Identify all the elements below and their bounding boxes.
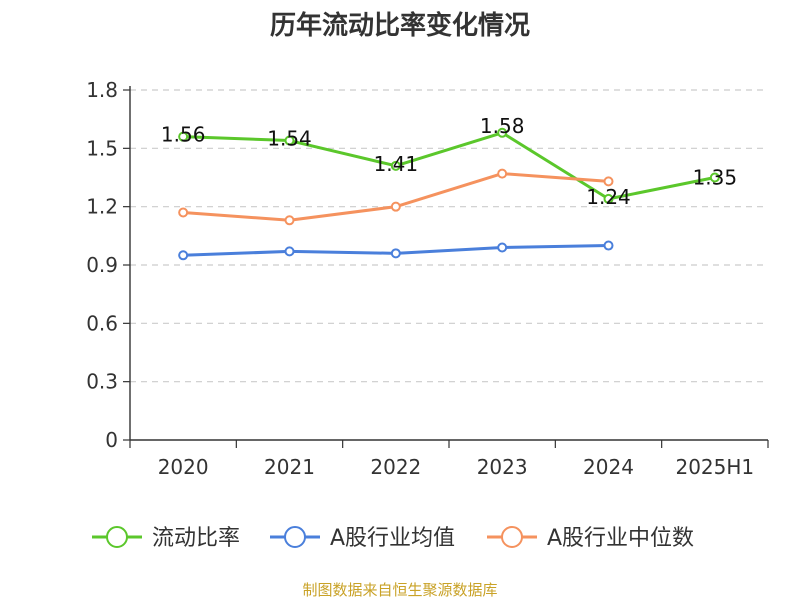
data-point [178,207,189,218]
data-point [178,131,189,142]
legend-marker [106,526,128,548]
data-point [603,176,614,187]
y-tick-label: 0.3 [86,370,118,394]
series-line [183,131,716,201]
legend: 流动比率 A股行业均值 A股行业中位数 [92,526,694,551]
y-axis-ticks: 0 0.3 0.6 0.9 1.2 1.5 1.8 [86,78,130,452]
data-point [390,248,401,259]
legend-label: A股行业中位数 [547,526,694,551]
x-tick-label: 2023 [477,455,528,479]
data-label: 1.24 [586,185,631,209]
data-point [284,215,295,226]
x-tick-label: 2024 [583,455,634,479]
data-labels: 1.56 1.54 1.41 1.58 1.24 1.35 [161,114,737,209]
data-point [709,172,720,183]
y-tick-label: 0 [105,428,118,452]
data-point [497,168,508,179]
data-point [390,160,401,171]
grid-lines [130,89,768,383]
legend-marker [284,526,306,548]
data-point [284,135,295,146]
data-point [603,240,614,251]
legend-item[interactable]: 流动比率 [92,526,240,551]
source-note: 制图数据来自恒生聚源数据库 [302,581,497,599]
chart-title: 历年流动比率变化情况 [270,10,530,41]
x-tick-label: 2025H1 [675,455,754,479]
legend-marker [501,526,523,548]
legend-item[interactable]: A股行业中位数 [487,526,694,551]
y-tick-label: 1.8 [86,78,118,102]
x-tick-label: 2020 [158,455,209,479]
data-point [178,250,189,261]
data-label: 1.35 [693,166,738,190]
y-tick-label: 1.5 [86,136,118,160]
legend-label: A股行业均值 [330,526,455,551]
data-label: 1.41 [374,152,419,176]
data-label: 1.58 [480,114,525,138]
legend-label: 流动比率 [152,526,240,551]
data-point [603,193,614,204]
x-tick-label: 2021 [264,455,315,479]
data-label: 1.54 [267,127,312,151]
data-point [390,201,401,212]
y-tick-label: 1.2 [86,195,118,219]
data-point [284,246,295,257]
legend-item[interactable]: A股行业均值 [270,526,455,551]
x-axis-ticks: 2020 2021 2022 2023 2024 2025H1 [129,440,769,479]
series-line [183,172,609,222]
y-tick-label: 0.9 [86,253,118,277]
series-group [178,127,720,261]
x-tick-label: 2022 [370,455,421,479]
y-tick-label: 0.6 [86,311,118,335]
data-label: 1.56 [161,123,206,147]
data-point [497,242,508,253]
data-point [497,127,508,138]
